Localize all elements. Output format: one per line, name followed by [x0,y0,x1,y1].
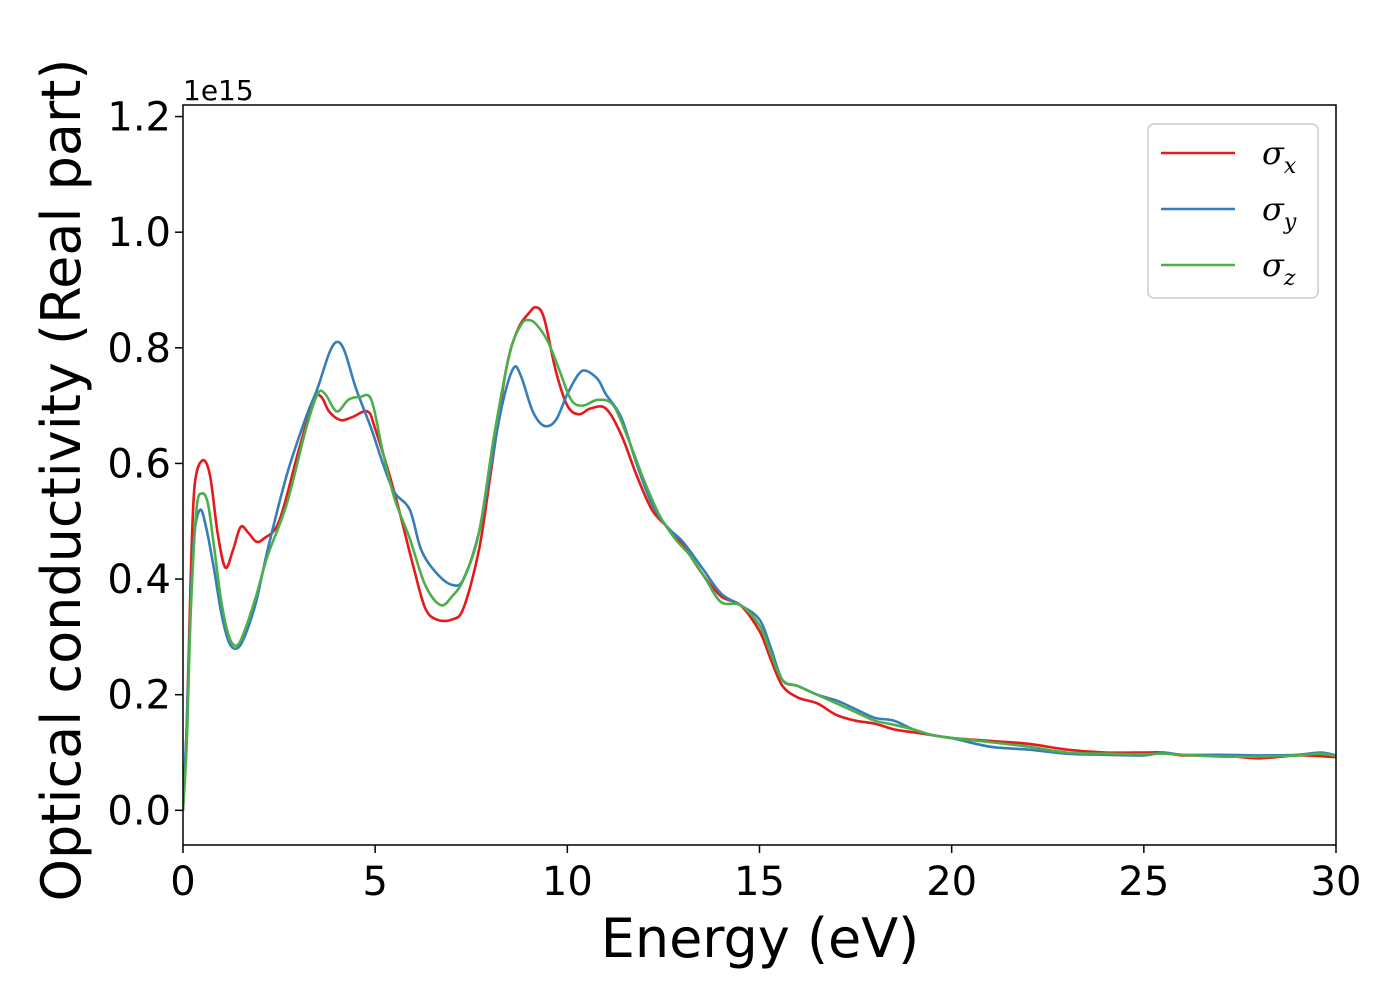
series-line-z [183,318,1336,812]
x-tick-label: 0 [170,859,195,905]
x-tick-label: 30 [1311,859,1362,905]
x-tick-label: 20 [926,859,977,905]
series-line-y [183,340,1336,812]
x-tick-label: 5 [362,859,387,905]
y-offset-label: 1e15 [183,74,254,107]
y-tick-label: 0.2 [107,673,171,719]
y-axis: 0.0 0.2 0.4 0.6 0.8 1.0 1.2 [107,95,183,834]
x-tick-label: 10 [542,859,593,905]
y-tick-label: 1.0 [107,210,171,256]
y-tick-label: 0.4 [107,557,171,603]
x-tick-label: 15 [734,859,785,905]
y-tick-label: 0.8 [107,326,171,372]
x-axis: 0 5 10 15 20 25 30 [170,845,1361,905]
x-axis-label: Energy (eV) [601,907,920,970]
plot-lines [183,305,1336,812]
series-line-x [183,305,1336,812]
y-tick-label: 0.6 [107,441,171,487]
y-tick-label: 1.2 [107,95,171,141]
legend-box [1147,123,1319,299]
y-axis-label: Optical conductivity (Real part) [30,59,93,902]
y-tick-label: 0.0 [107,788,171,834]
x-tick-label: 25 [1118,859,1169,905]
